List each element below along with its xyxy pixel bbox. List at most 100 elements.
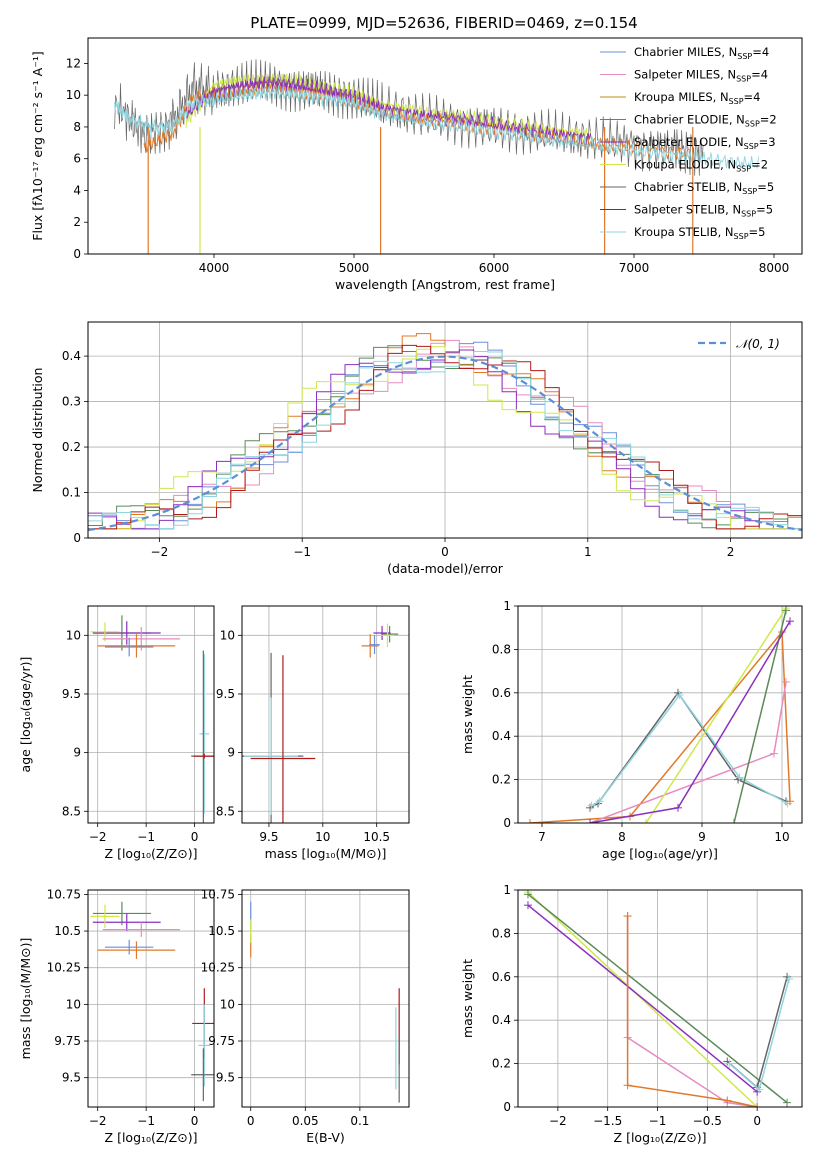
legend-label: Chabrier STELIB, NSSP=5 — [634, 180, 774, 196]
figure-title: PLATE=0999, MJD=52636, FIBERID=0469, z=0… — [250, 14, 637, 32]
legend-label: Kroupa MILES, NSSP=4 — [634, 90, 760, 106]
legend-label: 𝒩(0, 1) — [736, 337, 780, 351]
panel-age_vs_mass: 9.5 10 10.5 8.5 9 9.5 10 mass [log₁₀(M/M⊙)] — [216, 605, 410, 861]
x-tick-label: 0 — [191, 830, 199, 844]
panels-group: 4000 5000 6000 7000 8000024681012wavelength … — [18, 37, 803, 1145]
weight-series — [733, 610, 787, 823]
y-tick-label: 10.5 — [54, 924, 81, 938]
y-axis-label: mass weight — [460, 959, 475, 1038]
axes-frame — [517, 605, 803, 824]
panel-mass_vs_ebv: 0 0.05 0.1 9.5 9.75 10 10.25 10.5 10.75 E(B-V) — [201, 887, 410, 1145]
y-tick-label: 10.5 — [208, 924, 235, 938]
x-axis-label: E(B-V) — [306, 1130, 345, 1145]
plot-area — [250, 901, 400, 1103]
weight-series — [529, 630, 791, 823]
y-tick-label: 0.6 — [492, 970, 511, 984]
y-tick-label: 8.5 — [62, 804, 81, 818]
panel-mass_vs_z: −2 −1 0 9.5 9.75 10 10.25 10.5 10.75 Z [log₁₀(Z/Z… — [18, 887, 215, 1145]
axes-frame — [87, 605, 215, 824]
x-tick-label: 10.5 — [363, 830, 390, 844]
x-tick-label: 1 — [584, 545, 592, 559]
panel-residuals: −2 −1 0 1 2 0 0.1 0.2 0.3 0.4 (data-model)/error No… — [30, 321, 803, 576]
y-tick-label: 9.75 — [208, 1034, 235, 1048]
x-tick-label: 9.5 — [259, 830, 278, 844]
plot-area — [523, 890, 794, 1107]
x-tick-label: 10 — [774, 830, 789, 844]
weight-series — [527, 904, 758, 1093]
axes-frame — [87, 321, 803, 539]
y-tick-label: 10.25 — [47, 961, 81, 975]
x-tick-label: −0.5 — [693, 1114, 722, 1128]
x-tick-label: 6000 — [479, 261, 510, 275]
panel-age_vs_z: −2 −1 0 8.5 9 9.5 10 Z [log₁₀(Z/Z⊙)] age [log₁₀(… — [18, 605, 215, 861]
histogram-series — [88, 333, 802, 530]
x-tick-label: 0 — [191, 1114, 199, 1128]
y-tick-label: 9.5 — [216, 1071, 235, 1085]
plot-area — [90, 615, 214, 823]
gaussian-curve — [88, 355, 802, 532]
y-tick-label: 0.2 — [492, 1057, 511, 1071]
y-tick-label: 0 — [503, 1100, 511, 1114]
y-tick-label: 9.75 — [54, 1034, 81, 1048]
y-tick-label: 12 — [66, 56, 81, 70]
weight-series — [527, 891, 758, 1107]
x-tick-label: 8 — [618, 830, 626, 844]
plot-area — [526, 606, 794, 823]
y-tick-label: 0.4 — [492, 1013, 511, 1027]
y-axis-label: Normed distribution — [30, 368, 45, 493]
y-tick-label: 10 — [220, 628, 235, 642]
y-tick-label: 8 — [73, 120, 81, 134]
x-tick-label: 0 — [441, 545, 449, 559]
x-axis-label: (data-model)/error — [387, 561, 504, 576]
x-axis-label: Z [log₁₀(Z/Z⊙)] — [105, 846, 198, 861]
x-tick-label: 0 — [753, 1114, 761, 1128]
legend-label: Salpeter MILES, NSSP=4 — [634, 68, 768, 84]
weight-series — [527, 893, 788, 1104]
y-tick-label: 0.2 — [62, 440, 81, 454]
panel-spectrum: 4000 5000 6000 7000 8000 0 2 4 6 8 10 12 wavelength … — [30, 37, 803, 292]
x-tick-label: 7 — [538, 830, 546, 844]
x-tick-label: −2 — [89, 830, 107, 844]
y-tick-label: 0.2 — [492, 773, 511, 787]
y-tick-label: 2 — [73, 215, 81, 229]
x-tick-label: −1.5 — [593, 1114, 622, 1128]
y-tick-label: 0.3 — [62, 395, 81, 409]
panel-weight_vs_z: −2 −1.5 −1 −0.5 0 0 0.2 0.4 0.6 0.8 1 Z [log₁₀(Z/Z⊙… — [460, 883, 803, 1145]
plot-area — [88, 333, 802, 532]
weight-series — [728, 978, 790, 1091]
axes-frame — [241, 889, 410, 1108]
legend-label: Chabrier MILES, NSSP=4 — [634, 45, 769, 61]
spectrum-series — [185, 73, 592, 142]
y-tick-label: 0 — [73, 247, 81, 261]
panel-weight_vs_age: 7 8 9 10 0 0.2 0.4 0.6 0.8 1 age [log₁₀(age/yr)] ma… — [460, 599, 803, 861]
x-tick-label: 10 — [315, 830, 330, 844]
histogram-series — [88, 344, 802, 530]
y-axis-label: mass weight — [460, 675, 475, 754]
x-axis-label: Z [log₁₀(Z/Z⊙)] — [614, 1130, 707, 1145]
plot-area — [242, 623, 399, 823]
spectrum-series — [114, 59, 704, 176]
y-tick-label: 6 — [73, 152, 81, 166]
y-tick-label: 10.75 — [201, 887, 235, 901]
y-tick-label: 9.5 — [216, 687, 235, 701]
y-axis-label: Flux [fλ10⁻¹⁷ erg cm⁻² s⁻¹ A⁻¹] — [30, 51, 45, 240]
x-axis-label: age [log₁₀(age/yr)] — [602, 846, 718, 861]
y-tick-label: 0.8 — [492, 926, 511, 940]
x-tick-label: −1 — [293, 545, 311, 559]
legend-label: Chabrier ELODIE, NSSP=2 — [634, 113, 777, 129]
x-tick-label: −1 — [137, 1114, 155, 1128]
x-axis-label: Z [log₁₀(Z/Z⊙)] — [105, 1130, 198, 1145]
axes-frame — [87, 889, 215, 1108]
weight-series — [626, 916, 758, 1107]
y-tick-label: 9.5 — [62, 1071, 81, 1085]
x-tick-label: −2 — [89, 1114, 107, 1128]
y-tick-label: 0 — [73, 531, 81, 545]
x-tick-label: −1 — [137, 830, 155, 844]
x-tick-label: 4000 — [199, 261, 230, 275]
weight-series — [589, 681, 787, 823]
y-tick-label: 9 — [227, 746, 235, 760]
x-tick-label: 0 — [247, 1114, 255, 1128]
y-tick-label: 8.5 — [216, 804, 235, 818]
x-tick-label: 9 — [698, 830, 706, 844]
